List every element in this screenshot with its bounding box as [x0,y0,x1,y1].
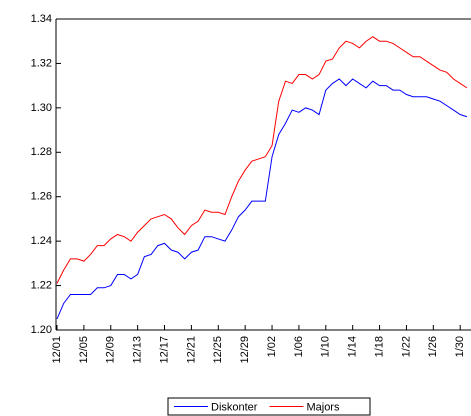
y-tick-label: 1.28 [31,146,52,158]
x-tick-label: 1/14 [347,336,359,357]
x-tick-label: 1/10 [320,336,332,357]
x-tick-label: 1/30 [454,336,466,357]
x-tick-label: 1/22 [400,336,412,357]
x-tick-label: 12/25 [212,336,224,364]
legend-box [167,397,371,416]
x-tick-label: 12/01 [51,336,63,364]
y-tick-label: 1.26 [31,191,52,203]
x-tick-label: 12/21 [185,336,197,364]
x-tick-label: 1/02 [266,336,278,357]
line-series [56,36,468,284]
legend-label: Diskonter [211,401,258,413]
x-tick-label: 12/29 [239,336,251,364]
legend-label: Majors [306,401,340,413]
x-tick-label: 12/05 [78,336,90,364]
y-tick-label: 1.22 [31,279,52,291]
x-tick-label: 12/13 [132,336,144,364]
y-tick-label: 1.32 [31,57,52,69]
y-tick-label: 1.20 [31,324,52,336]
y-tick-label: 1.30 [31,102,52,114]
x-tick-label: 12/09 [105,336,117,364]
x-tick-label: 1/06 [293,336,305,357]
y-tick-label: 1.34 [31,13,52,25]
x-tick-label: 1/26 [427,336,439,357]
line-series [56,78,468,320]
x-tick-label: 1/18 [373,336,385,357]
y-tick-label: 1.24 [31,235,52,247]
x-tick-label: 12/17 [158,336,170,364]
